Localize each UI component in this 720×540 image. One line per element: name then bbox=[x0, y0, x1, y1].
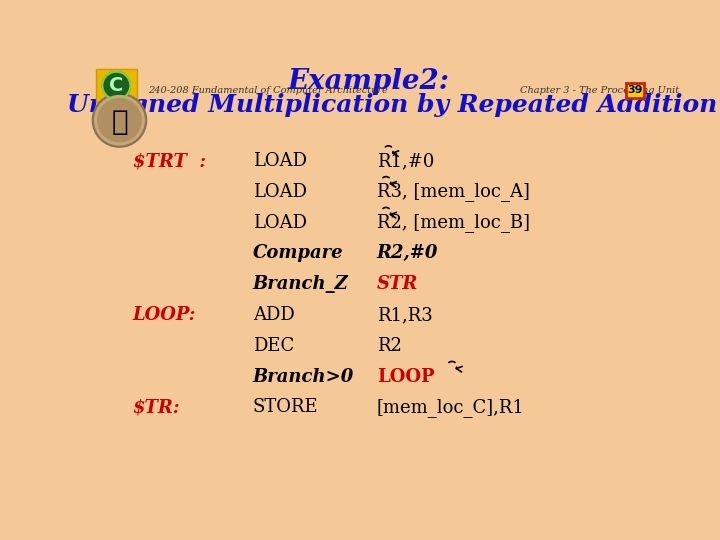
Circle shape bbox=[98, 99, 141, 142]
FancyArrowPatch shape bbox=[390, 181, 396, 187]
Text: STORE: STORE bbox=[253, 399, 318, 416]
Text: R2: R2 bbox=[377, 337, 402, 355]
FancyArrowPatch shape bbox=[449, 361, 455, 362]
Text: R1,R3: R1,R3 bbox=[377, 306, 433, 324]
FancyArrowPatch shape bbox=[385, 146, 392, 147]
FancyBboxPatch shape bbox=[96, 70, 137, 102]
Text: ADD: ADD bbox=[253, 306, 294, 324]
Text: Compare: Compare bbox=[253, 245, 343, 262]
Text: LOOP: LOOP bbox=[377, 368, 434, 386]
Text: R3, [mem_loc_A]: R3, [mem_loc_A] bbox=[377, 183, 530, 201]
Text: $TRT  :: $TRT : bbox=[132, 152, 206, 170]
Text: R1,#0: R1,#0 bbox=[377, 152, 434, 170]
FancyArrowPatch shape bbox=[392, 151, 399, 157]
Text: C: C bbox=[109, 76, 124, 95]
Text: 240-208 Fundamental of Computer Architecture: 240-208 Fundamental of Computer Architec… bbox=[148, 86, 388, 94]
Text: DEC: DEC bbox=[253, 337, 294, 355]
Text: Example2:: Example2: bbox=[288, 68, 450, 95]
Text: LOAD: LOAD bbox=[253, 183, 307, 201]
Circle shape bbox=[92, 93, 147, 147]
Circle shape bbox=[94, 96, 144, 145]
Text: [mem_loc_C],R1: [mem_loc_C],R1 bbox=[377, 398, 525, 417]
FancyArrowPatch shape bbox=[383, 177, 389, 178]
Text: Branch>0: Branch>0 bbox=[253, 368, 354, 386]
Text: STR: STR bbox=[377, 275, 418, 293]
Text: R2,#0: R2,#0 bbox=[377, 245, 438, 262]
Text: R2, [mem_loc_B]: R2, [mem_loc_B] bbox=[377, 213, 530, 232]
Text: LOAD: LOAD bbox=[253, 152, 307, 170]
FancyBboxPatch shape bbox=[626, 83, 644, 98]
Text: 39: 39 bbox=[627, 85, 642, 95]
Circle shape bbox=[102, 72, 130, 99]
Text: ⛩: ⛩ bbox=[111, 108, 127, 136]
Text: LOOP:: LOOP: bbox=[132, 306, 196, 324]
FancyArrowPatch shape bbox=[456, 367, 462, 372]
Text: $TR:: $TR: bbox=[132, 399, 180, 416]
Text: Unsigned Multiplication by Repeated Addition: Unsigned Multiplication by Repeated Addi… bbox=[67, 93, 717, 117]
Text: Branch_Z: Branch_Z bbox=[253, 275, 348, 293]
Text: LOAD: LOAD bbox=[253, 214, 307, 232]
FancyArrowPatch shape bbox=[390, 212, 396, 218]
FancyArrowPatch shape bbox=[383, 207, 389, 208]
Text: Chapter 3 - The Processing Unit: Chapter 3 - The Processing Unit bbox=[520, 86, 679, 94]
